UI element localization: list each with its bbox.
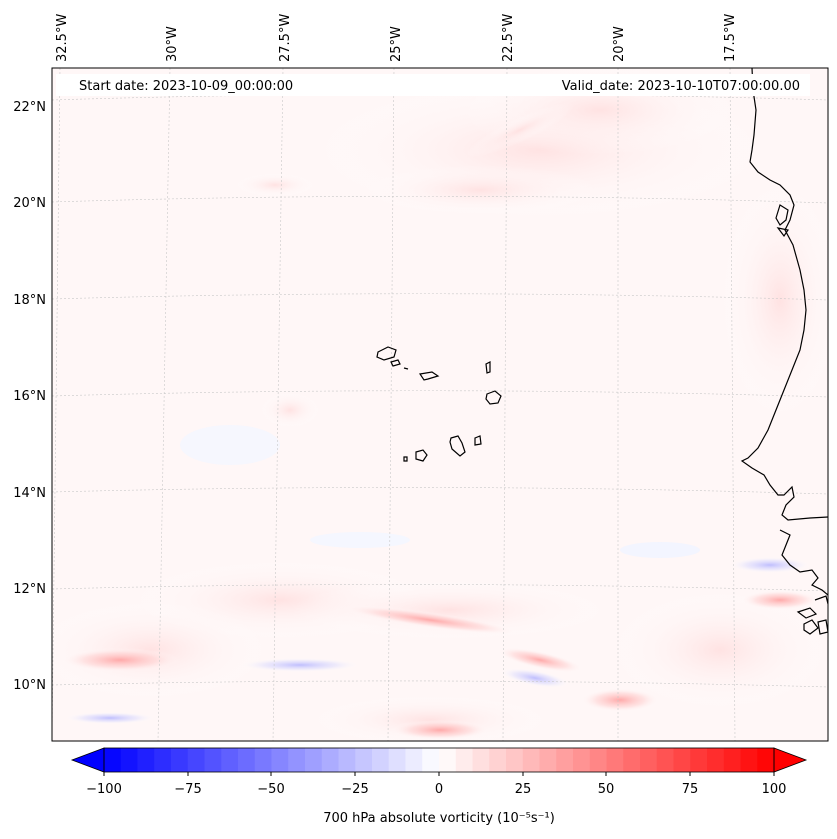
island-sao-vicente (390, 359, 401, 367)
colorbar-bin (573, 748, 591, 772)
lon-label-17-5w: 17.5°W (723, 14, 738, 62)
graticule (52, 68, 828, 741)
lon-label-22-5w: 22.5°W (501, 14, 516, 62)
colorbar-bin (690, 748, 708, 772)
lat-label-16n: 16°N (13, 389, 46, 404)
colorbar-bins (104, 748, 775, 772)
west-africa-coastline (740, 68, 828, 635)
colorbar-bin (120, 748, 139, 772)
island-maio (474, 435, 482, 446)
vorticity-streak-red (340, 605, 520, 635)
colorbar-bin (606, 748, 624, 772)
colorbar-ticks: −100 −75 −50 −25 0 25 50 75 100 (86, 772, 786, 797)
colorbar-bin (656, 748, 675, 772)
vorticity-streak-blue (500, 668, 570, 688)
lon-label-30w: 30°W (165, 26, 180, 62)
map-frame (51, 67, 829, 742)
colorbar-bin (355, 748, 373, 772)
colorbar-bin (640, 748, 658, 772)
colorbar-tick-label: 25 (515, 782, 532, 797)
colorbar-bin (104, 748, 122, 772)
colorbar-bin (439, 748, 457, 772)
island-santiago (449, 435, 466, 457)
lat-label-14n: 14°N (13, 486, 46, 501)
longitude-labels: 32.5°W 30°W 27.5°W 25°W 22.5°W 20°W 17.5… (55, 14, 738, 62)
colorbar-bin (254, 748, 273, 772)
colorbar-bin (154, 748, 172, 772)
lat-label-18n: 18°N (13, 293, 46, 308)
island-brava (403, 456, 408, 462)
colorbar-extend-high (773, 747, 808, 773)
map-panel: Start date: 2023-10-09_00:00:00 Valid_da… (51, 67, 829, 742)
island-boa-vista (485, 390, 502, 405)
colorbar-bin (707, 748, 725, 772)
valid-date-text: Valid_date: 2023-10-10T07:00:00.00 (562, 79, 800, 94)
colorbar-bin (238, 748, 256, 772)
colorbar-bin (288, 748, 306, 772)
start-date-text: Start date: 2023-10-09_00:00:00 (79, 79, 293, 94)
colorbar-tick-label: 0 (435, 782, 443, 797)
colorbar-bin (305, 748, 323, 772)
lon-label-27-5w: 27.5°W (278, 14, 293, 62)
colorbar-bin (388, 748, 407, 772)
island-fogo (415, 449, 428, 462)
lon-label-20w: 20°W (612, 26, 627, 62)
colorbar-label: 700 hPa absolute vorticity (10⁻⁵s⁻¹) (323, 811, 555, 826)
colorbar-bin (589, 748, 608, 772)
colorbar-bin (338, 748, 356, 772)
colorbar-bin (271, 748, 289, 772)
colorbar-bin (522, 748, 541, 772)
colorbar-tick-label: −100 (86, 782, 122, 797)
colorbar-bin (455, 748, 474, 772)
colorbar-bin (405, 748, 423, 772)
colorbar-tick-label: −25 (341, 782, 368, 797)
colorbar-bin (321, 748, 340, 772)
lon-label-32-5w: 32.5°W (55, 14, 70, 62)
colorbar-tick-label: 100 (762, 782, 787, 797)
colorbar-bin (623, 748, 641, 772)
colorbar-bin (673, 748, 691, 772)
colorbar-tick-label: 50 (598, 782, 615, 797)
colorbar-bin (422, 748, 440, 772)
colorbar-bin (372, 748, 390, 772)
island-santa-luzia (403, 367, 409, 370)
colorbar-bin (187, 748, 206, 772)
colorbar-bin (757, 748, 775, 772)
colorbar-bin (221, 748, 239, 772)
island-sao-nicolau (418, 371, 440, 381)
colorbar: −100 −75 −50 −25 0 25 50 75 100 700 hPa … (70, 747, 808, 826)
colorbar-bin (740, 748, 758, 772)
lat-label-20n: 20°N (13, 196, 46, 211)
colorbar-bin (539, 748, 557, 772)
colorbar-bin (489, 748, 507, 772)
colorbar-bin (204, 748, 222, 772)
colorbar-bin (171, 748, 189, 772)
lon-label-25w: 25°W (389, 26, 404, 62)
colorbar-extend-low (70, 747, 105, 773)
lat-label-12n: 12°N (13, 582, 46, 597)
lat-label-10n: 10°N (13, 678, 46, 693)
colorbar-bin (506, 748, 524, 772)
lat-label-22n: 22°N (13, 100, 46, 115)
colorbar-tick-label: 75 (682, 782, 699, 797)
coastline-mauritania-senegal (740, 68, 828, 521)
colorbar-bin (472, 748, 490, 772)
colorbar-tick-label: −75 (174, 782, 201, 797)
colorbar-bin (137, 748, 155, 772)
date-header-bar (56, 74, 810, 96)
island-santo-antao (376, 346, 397, 361)
colorbar-bin (556, 748, 574, 772)
island-sal (485, 361, 491, 374)
colorbar-bin (723, 748, 742, 772)
latitude-labels: 22°N 20°N 18°N 16°N 14°N 12°N 10°N (13, 100, 46, 693)
cape-verde-islands (376, 346, 502, 462)
colorbar-tick-label: −50 (257, 782, 284, 797)
